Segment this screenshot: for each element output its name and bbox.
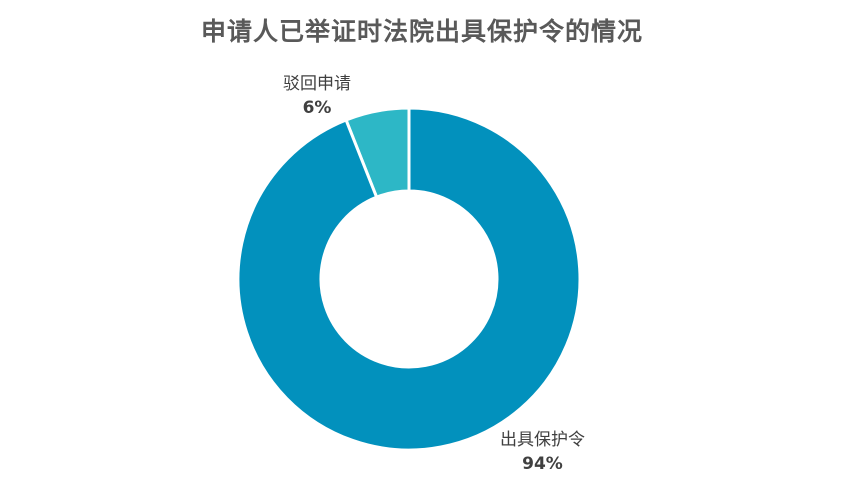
slice-name-reject: 驳回申请 bbox=[283, 74, 351, 94]
slice-percent-reject: 6% bbox=[302, 98, 332, 118]
slice-label-protection-order: 出具保护令 94% bbox=[500, 428, 585, 476]
chart-title: 申请人已举证时法院出具保护令的情况 bbox=[200, 17, 643, 46]
slice-label-reject: 驳回申请 6% bbox=[283, 72, 351, 120]
slice-protection-order bbox=[236, 106, 582, 452]
slice-name-protection-order: 出具保护令 bbox=[500, 430, 585, 450]
slice-percent-protection-order: 94% bbox=[522, 454, 563, 474]
